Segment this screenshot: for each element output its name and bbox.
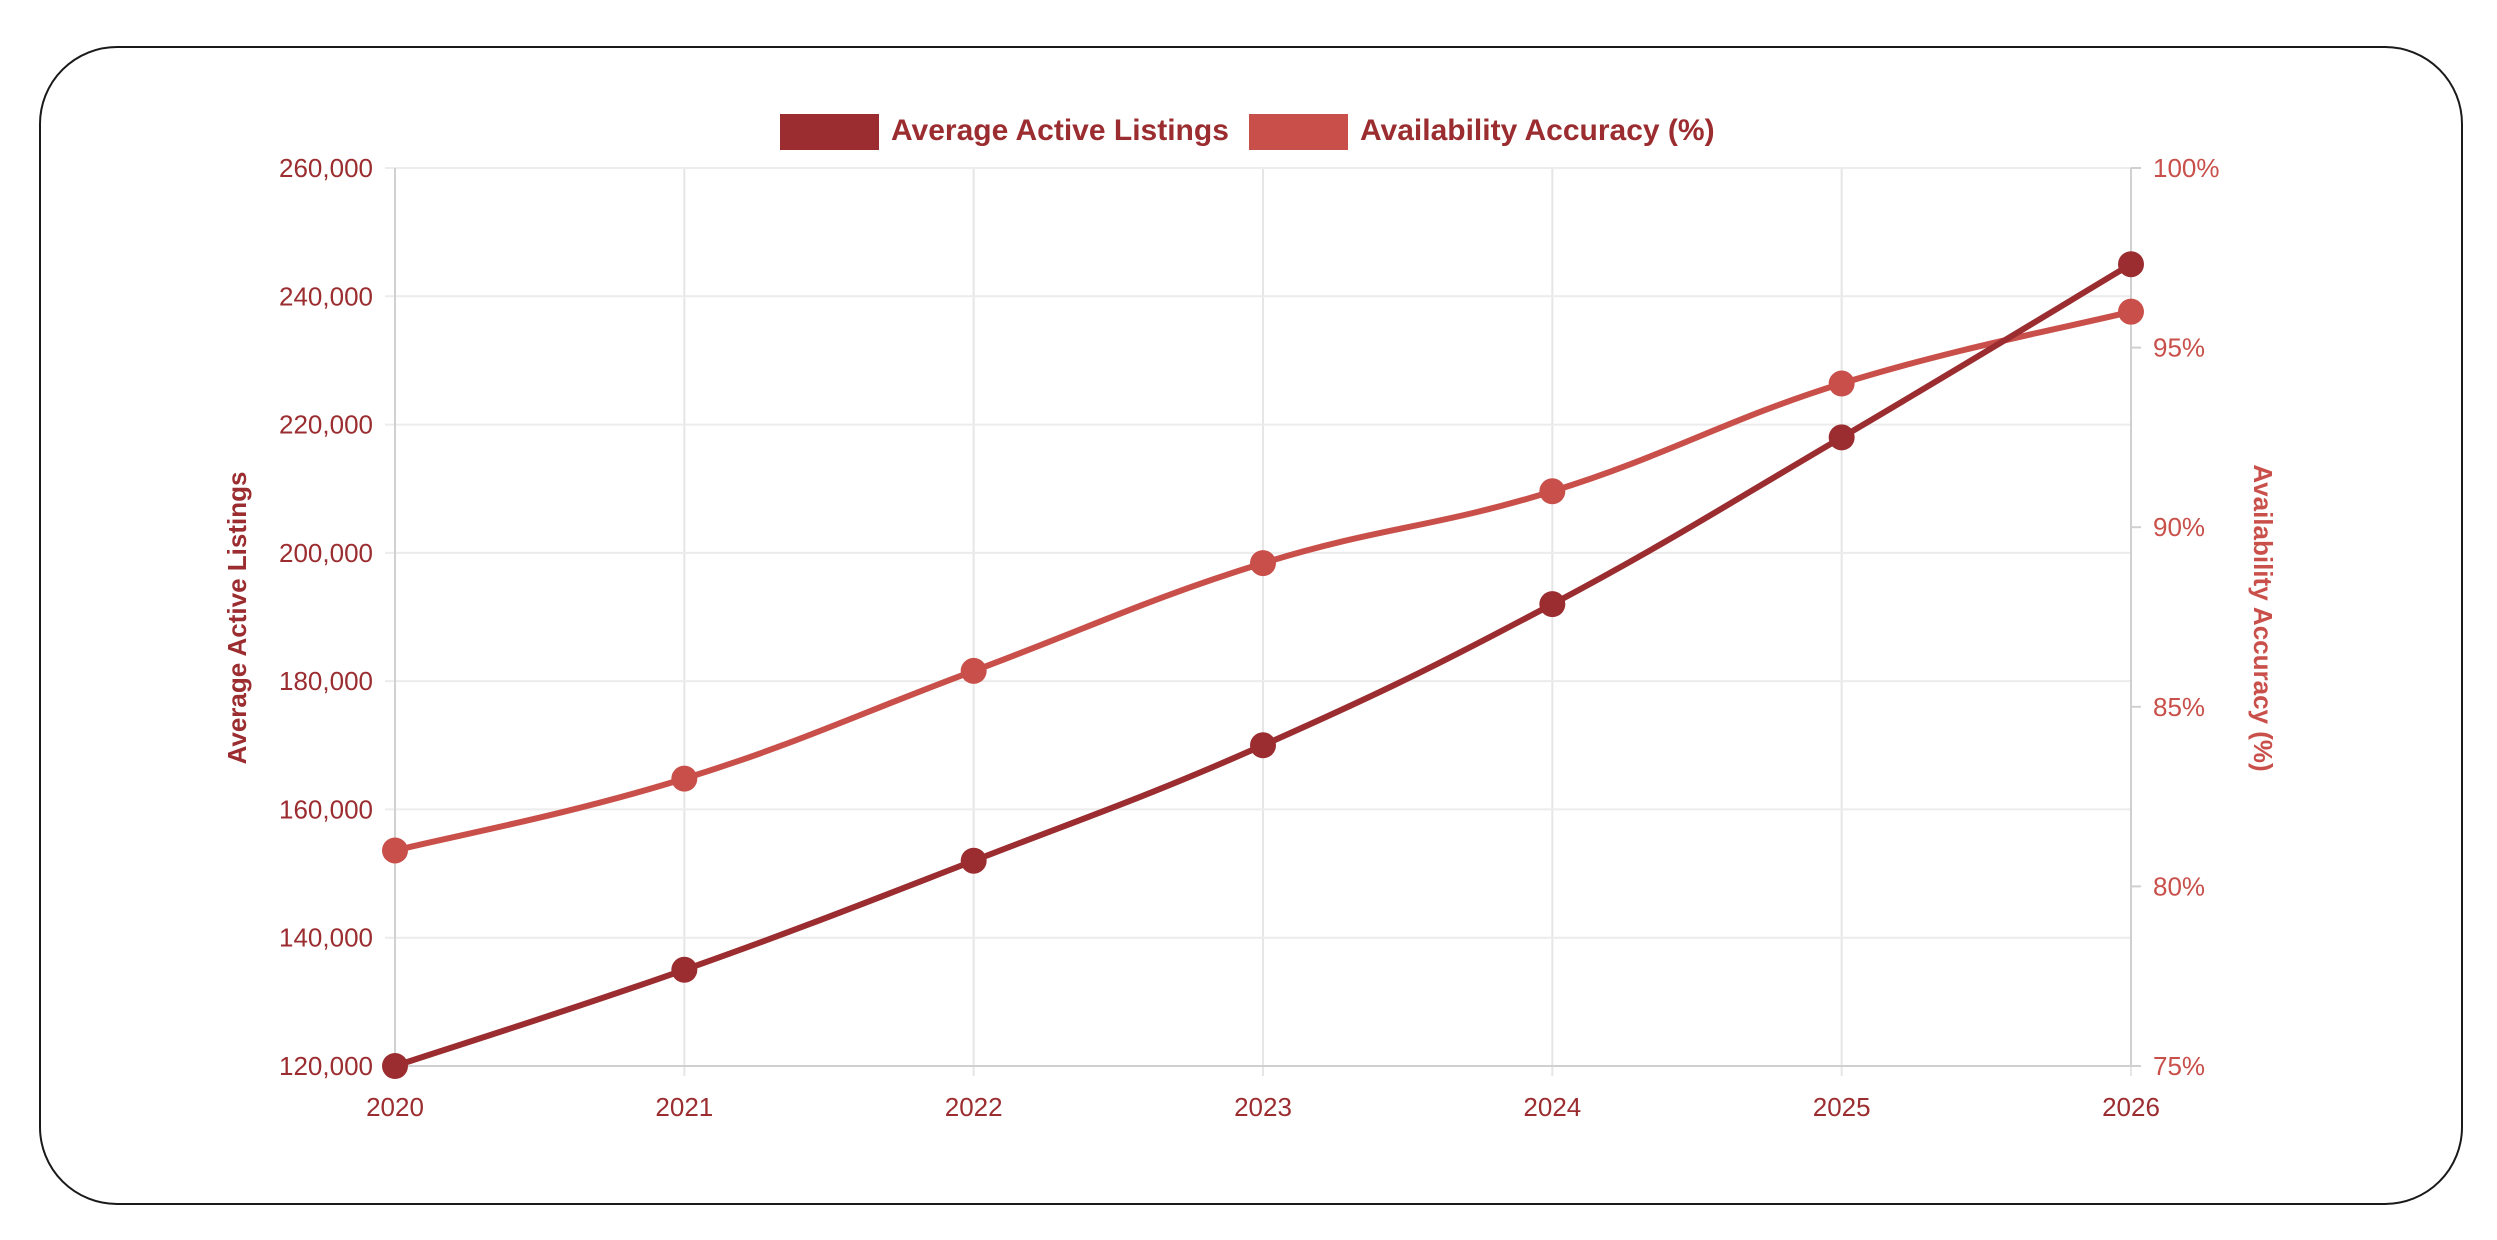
axes <box>394 167 2141 1067</box>
data-point-listings[interactable] <box>960 847 987 874</box>
series-points <box>382 251 2144 1079</box>
y-left-tick-label: 120,000 <box>279 1051 373 1081</box>
x-tick-label: 2023 <box>1234 1092 1292 1122</box>
data-point-listings[interactable] <box>2118 251 2144 278</box>
tick-labels: 2020 2021 2022 2023 2024 2025 2026 120,000 140,0… <box>279 153 2219 1122</box>
y-left-tick-label: 240,000 <box>279 281 373 311</box>
chart-card <box>39 46 2463 1205</box>
y-right-tick-label: 75% <box>2153 1051 2205 1081</box>
grid-lines <box>385 167 2132 1076</box>
y-right-tick-label: 100% <box>2153 153 2220 183</box>
legend-swatch-listings <box>780 114 879 150</box>
data-point-listings[interactable] <box>382 1053 408 1079</box>
data-point-accuracy[interactable] <box>382 837 408 864</box>
legend-swatch-accuracy <box>1249 114 1348 150</box>
x-tick-label: 2022 <box>945 1092 1003 1122</box>
data-point-accuracy[interactable] <box>2118 298 2144 325</box>
data-point-listings[interactable] <box>1250 732 1276 759</box>
data-point-accuracy[interactable] <box>1250 550 1276 577</box>
y-right-tick-label: 95% <box>2153 333 2205 363</box>
y-left-tick-label: 200,000 <box>279 538 373 568</box>
y-right-tick-label: 90% <box>2153 512 2205 542</box>
data-point-listings[interactable] <box>671 956 698 983</box>
x-tick-label: 2025 <box>1813 1092 1871 1122</box>
data-point-listings[interactable] <box>1828 424 1855 451</box>
data-point-accuracy[interactable] <box>671 765 698 792</box>
data-point-accuracy[interactable] <box>1539 478 1566 505</box>
y-right-tick-label: 80% <box>2153 871 2205 901</box>
legend-item-listings[interactable]: Average Active Listings <box>780 114 1229 150</box>
x-tick-label: 2026 <box>2102 1092 2160 1122</box>
data-point-accuracy[interactable] <box>1828 370 1855 397</box>
legend-label-listings: Average Active Listings <box>891 114 1229 147</box>
data-point-accuracy[interactable] <box>960 657 987 684</box>
x-tick-label: 2020 <box>366 1092 424 1122</box>
y-axis-right-title: Availability Accuracy (%) <box>2248 464 2278 771</box>
y-left-tick-label: 140,000 <box>279 923 373 953</box>
data-point-listings[interactable] <box>1539 591 1566 618</box>
x-tick-label: 2021 <box>655 1092 713 1122</box>
y-left-tick-label: 160,000 <box>279 794 373 824</box>
y-axis-left-title: Average Active Listings <box>222 472 252 765</box>
y-right-tick-label: 85% <box>2153 692 2205 722</box>
y-left-tick-label: 180,000 <box>279 666 373 696</box>
y-left-tick-label: 260,000 <box>279 153 373 183</box>
x-tick-label: 2024 <box>1523 1092 1581 1122</box>
legend-label-accuracy: Availability Accuracy (%) <box>1360 114 1715 147</box>
legend: Average Active Listings Availability Acc… <box>780 114 1715 150</box>
y-left-tick-label: 220,000 <box>279 410 373 440</box>
legend-item-accuracy[interactable]: Availability Accuracy (%) <box>1249 114 1715 150</box>
